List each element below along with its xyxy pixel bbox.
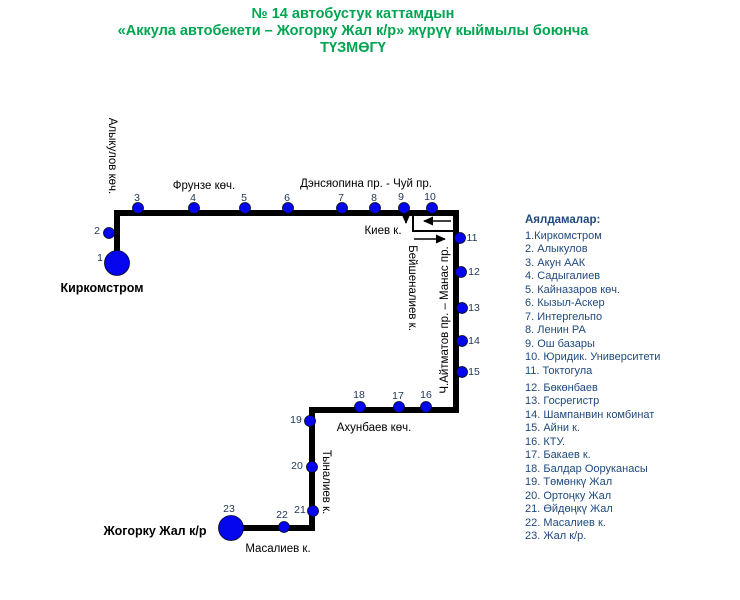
legend-item-10: 10. Юридик. Университети [525, 351, 661, 364]
stop-number-12: 12 [468, 266, 480, 278]
stop-number-23: 23 [223, 503, 235, 515]
legend-item-20: 20. Ортоңку Жал [525, 489, 612, 502]
stop-number-19: 19 [290, 414, 302, 426]
street-beishenaliev: Бейшеналиев к. [406, 245, 418, 331]
stop-number-13: 13 [468, 302, 480, 314]
stop-dot-12 [455, 266, 467, 278]
legend-item-8: 8. Ленин РА [525, 324, 586, 337]
legend-heading: Аялдамалар: [525, 214, 601, 226]
stop-dot-22 [278, 521, 290, 533]
stop-dot-20 [306, 461, 318, 473]
stop-number-22: 22 [276, 509, 288, 521]
stop-dot-13 [456, 302, 468, 314]
page-title: № 14 автобустук каттамдын «Аккула автобе… [0, 6, 706, 57]
stop-dot-14 [456, 335, 468, 347]
legend-item-22: 22. Масалиев к. [525, 516, 606, 529]
legend-items: 1.Киркомстром 2. Алыкулов 3. Акун ААК 4. Са… [525, 230, 660, 543]
stop-number-8: 8 [371, 192, 377, 204]
legend-item-7: 7. Интергельпо [525, 310, 603, 323]
legend-item-6: 6. Кызыл-Аскер [525, 297, 605, 310]
stop-number-9: 9 [398, 191, 404, 203]
stop-number-21: 21 [294, 504, 306, 516]
stop-dot-15 [456, 366, 468, 378]
legend-item-1: 1.Киркомстром [525, 230, 602, 242]
legend-item-18: 18. Балдар Ооруканасы [525, 462, 648, 475]
legend-item-13: 13. Госрегистр [525, 395, 600, 408]
stop-dot-23 [218, 515, 244, 541]
street-tynaliev: Тыналиев к. [320, 449, 332, 515]
stop-dot-16 [420, 401, 432, 413]
stop-number-4: 4 [190, 192, 196, 204]
title-line-2: «Аккула автобекети – Жогорку Жал к/р» жү… [117, 23, 589, 39]
route-line [114, 210, 459, 531]
legend-item-3: 3. Акун ААК [525, 256, 586, 269]
stop-number-16: 16 [420, 389, 432, 401]
legend-item-14: 14. Шампанвин комбинат [525, 408, 655, 421]
stop-number-11: 11 [466, 232, 478, 244]
stop-number-15: 15 [468, 366, 480, 378]
stop-dot-4 [188, 202, 200, 214]
legend-item-16: 16. КТУ. [525, 435, 566, 448]
legend-item-19: 19. Төмөнкү Жал [525, 476, 613, 489]
stop-dot-6 [282, 202, 294, 214]
street-densyaopina-chuy: Дэнсяопина пр. - Чуй пр. [300, 178, 432, 190]
stops-legend: Аялдамалар: 1.Киркомстром 2. Алыкулов 3. А… [525, 213, 660, 543]
stop-number-10: 10 [424, 191, 436, 203]
stop-dot-11 [454, 232, 466, 244]
title-line-3: ТҮЗМӨГҮ [320, 40, 386, 56]
stop-dot-19 [304, 415, 316, 427]
stop-number-5: 5 [241, 192, 247, 204]
street-masaliev: Масалиев к. [245, 543, 311, 555]
terminus-zhogorku-zhal: Жогорку Жал к/р [103, 524, 207, 538]
legend-item-17: 17. Бакаев к. [525, 449, 591, 462]
route-graphics [103, 202, 468, 541]
legend-item-5: 5. Кайназаров көч. [525, 283, 620, 296]
street-akhunbaev: Ахунбаев көч. [336, 422, 412, 434]
legend-item-11: 11. Токтогула [525, 364, 593, 377]
stop-dot-7 [336, 202, 348, 214]
street-aitmatov-manas: Ч.Айтматов пр. – Манас пр. [439, 246, 451, 394]
legend-item-15: 15. Айни к. [525, 422, 580, 435]
legend-item-23: 23. Жал к/р. [525, 529, 587, 542]
legend-item-21: 21. Өйдөңкү Жал [525, 503, 613, 516]
stop-number-6: 6 [284, 192, 290, 204]
legend-item-2: 2. Алыкулов [525, 243, 588, 256]
stop-number-7: 7 [338, 192, 344, 204]
stop-dot-8 [369, 202, 381, 214]
stop-number-18: 18 [353, 389, 365, 401]
stop-dot-2 [103, 227, 115, 239]
stop-number-17: 17 [392, 390, 404, 402]
title-line-1: № 14 автобустук каттамдын [251, 6, 455, 22]
legend-item-4: 4. Садыгалиев [525, 270, 601, 283]
stop-dot-9 [398, 202, 410, 214]
stop-dot-3 [132, 202, 144, 214]
stop-number-20: 20 [291, 460, 303, 472]
street-alykulov: Алыкулов көч. [106, 117, 118, 195]
stop-number-3: 3 [134, 192, 140, 204]
legend-item-12: 12. Бөкөнбаев [525, 381, 598, 394]
legend-item-9: 9. Ош базары [525, 337, 595, 350]
stop-dot-10 [426, 202, 438, 214]
stop-dot-17 [393, 401, 405, 413]
stop-dot-18 [354, 401, 366, 413]
stop-number-2: 2 [94, 225, 100, 237]
street-frunze: Фрунзе көч. [172, 180, 236, 192]
terminus-kirkomstrom: Киркомстром [60, 281, 144, 295]
stop-number-14: 14 [468, 335, 480, 347]
stop-dot-21 [307, 505, 319, 517]
street-kiev: Киев к. [364, 225, 402, 237]
stop-dot-1 [104, 250, 130, 276]
stop-number-1: 1 [97, 252, 103, 264]
stop-dot-5 [239, 202, 251, 214]
